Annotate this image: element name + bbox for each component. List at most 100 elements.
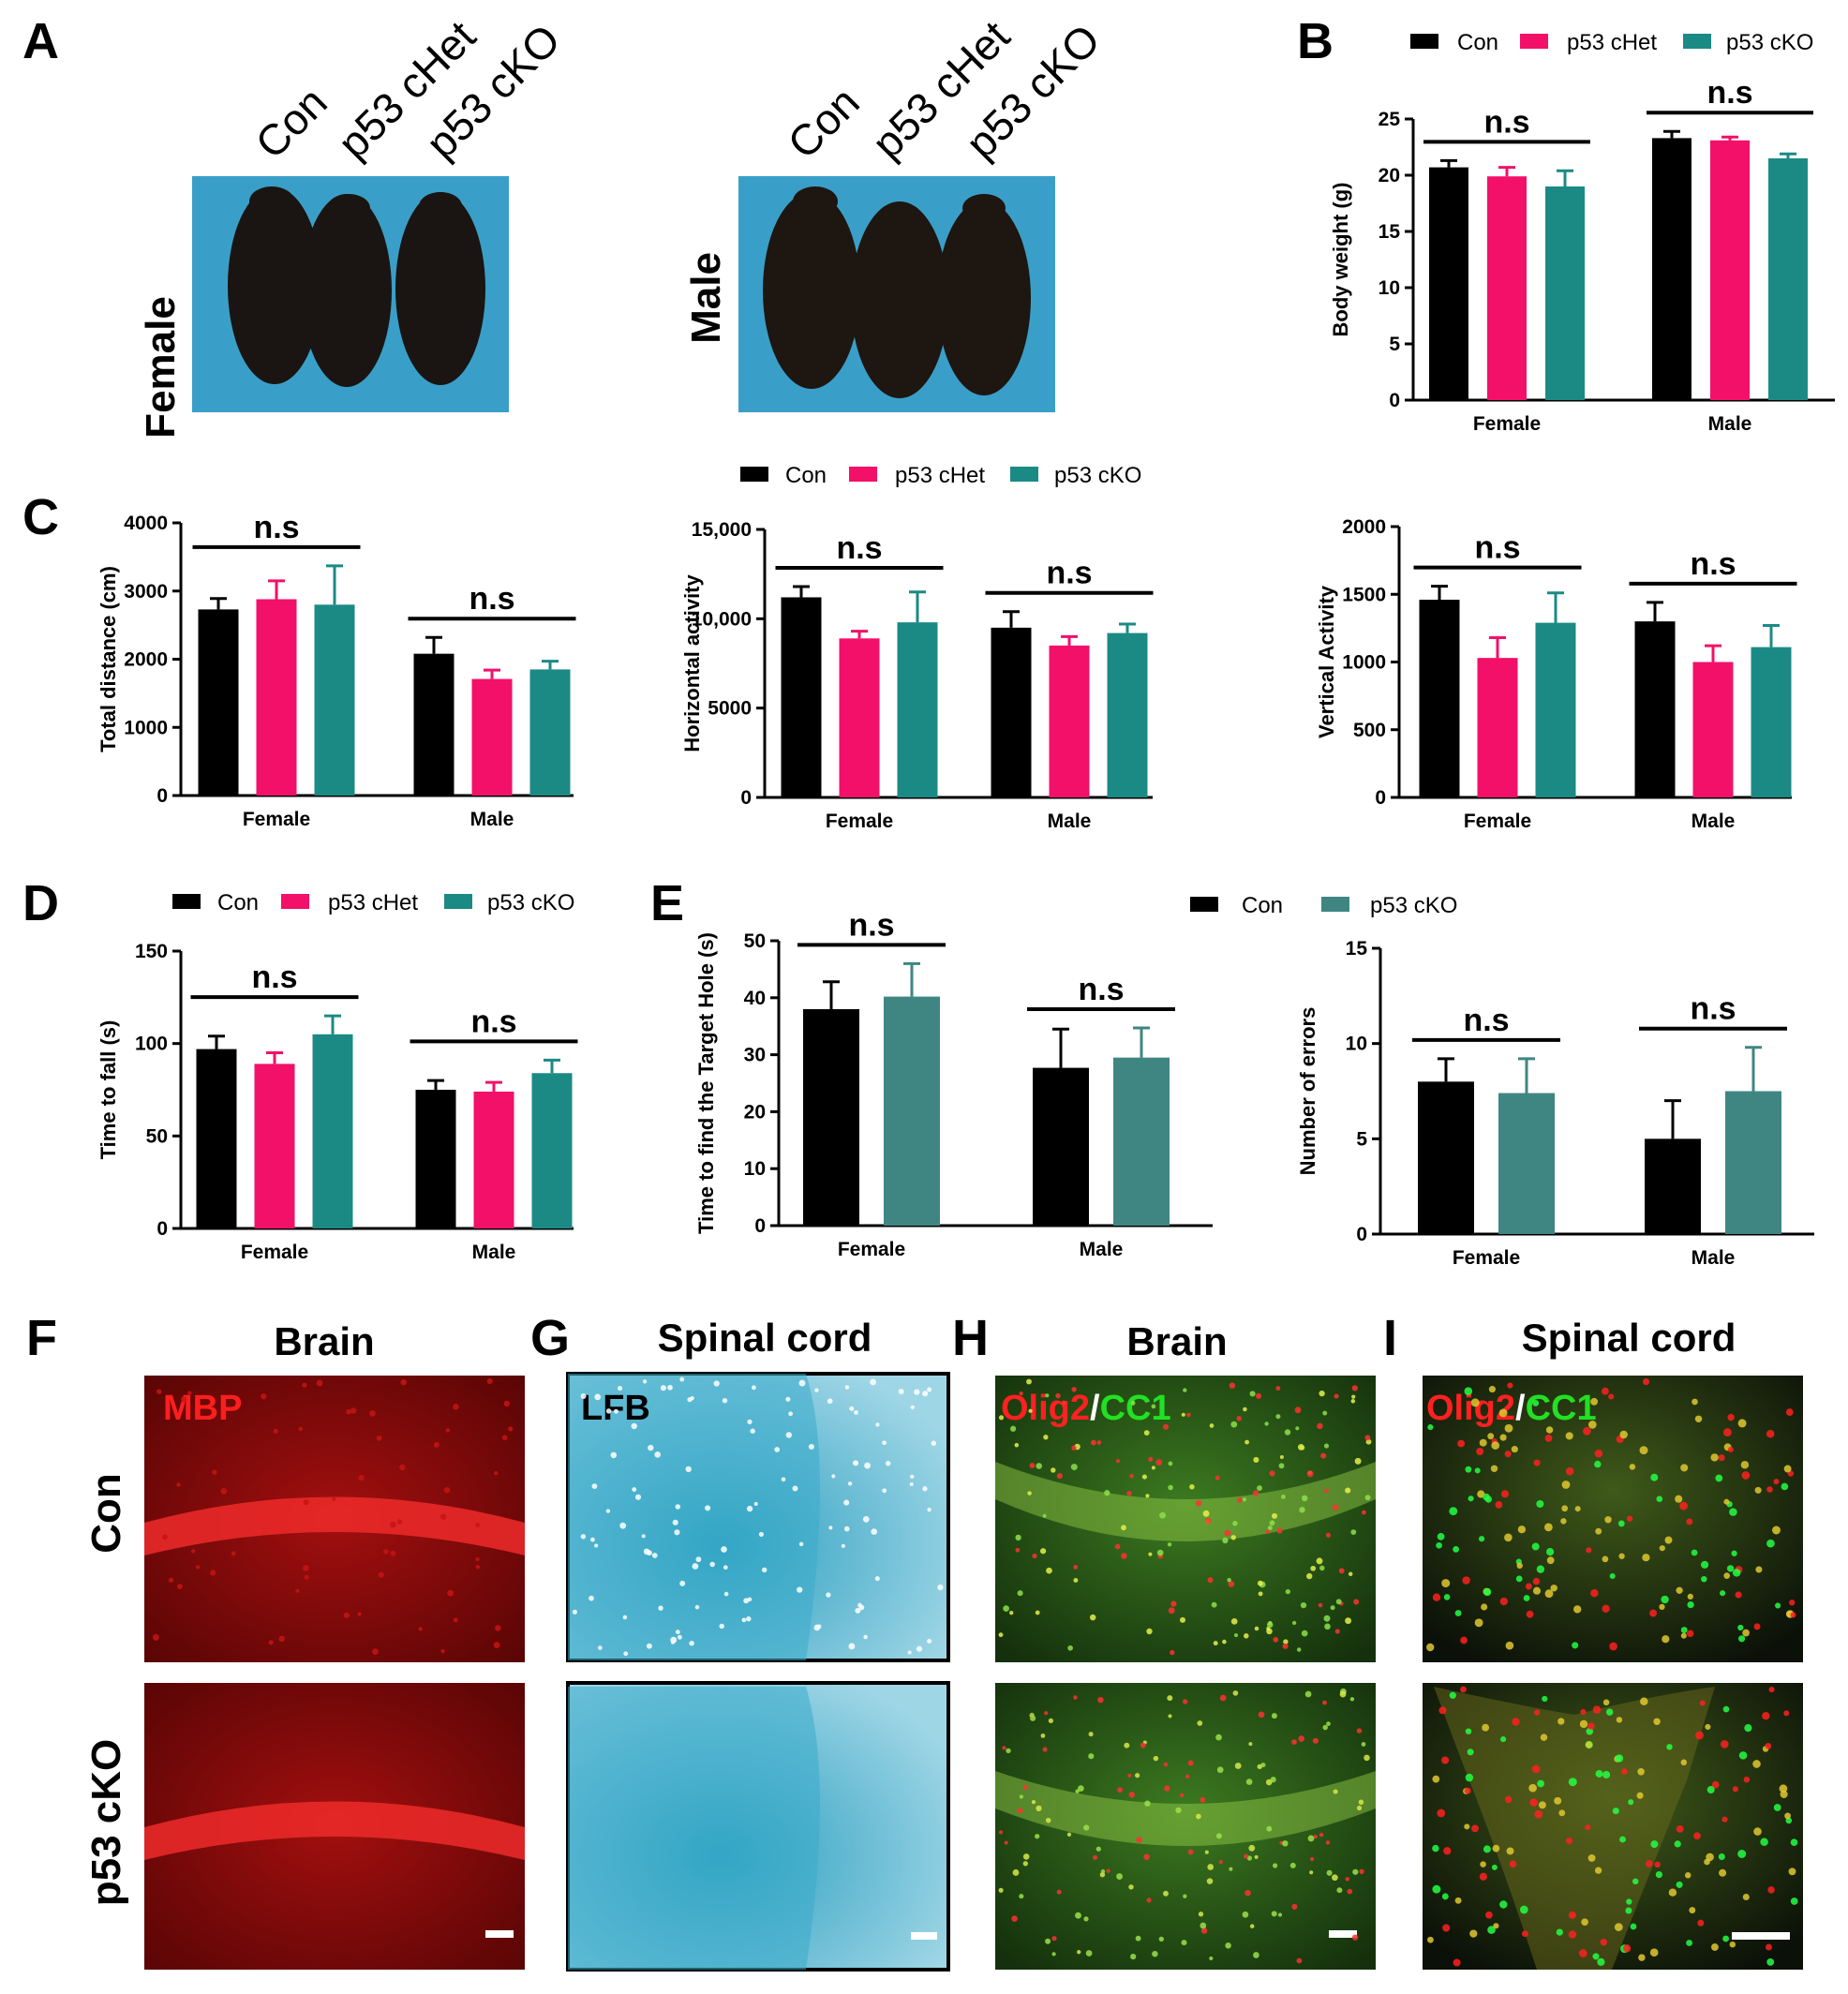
y-axis-label: Time to fall (s)	[97, 1020, 120, 1160]
cell-speckle	[1594, 1450, 1603, 1458]
cell-speckle	[998, 1887, 1004, 1893]
scale-bar	[1329, 1930, 1357, 1938]
cell-speckle	[1073, 1578, 1079, 1583]
cell-speckle	[187, 1391, 192, 1395]
cell-speckle	[927, 1387, 932, 1392]
cell-speckle	[1351, 1385, 1358, 1391]
corpus-callosum-band	[144, 1801, 525, 1860]
y-tick-label: 10	[1379, 277, 1400, 299]
y-axis-label: Number of errors	[1296, 1007, 1319, 1176]
cell-speckle	[372, 1648, 379, 1656]
cell-speckle	[1532, 1577, 1541, 1585]
cell-speckle	[1752, 1760, 1761, 1768]
cell-speckle	[1089, 1614, 1096, 1621]
cell-speckle	[1029, 1463, 1036, 1468]
legend-label-het: p53 cHet	[1567, 30, 1657, 55]
cell-speckle	[1333, 1789, 1338, 1794]
cell-speckle	[453, 1617, 458, 1623]
cell-speckle	[1339, 1690, 1347, 1698]
cell-speckle	[1319, 1565, 1325, 1571]
cell-speckle	[1737, 1624, 1744, 1631]
cell-speckle	[871, 1528, 878, 1535]
cell-speckle	[1338, 1568, 1345, 1574]
scale-bar	[911, 1932, 937, 1940]
cell-speckle	[1785, 1408, 1794, 1417]
cell-speckle	[1350, 1399, 1356, 1404]
cell-speckle	[643, 1548, 650, 1555]
cell-speckle	[1468, 1496, 1474, 1502]
cell-speckle	[1453, 1958, 1461, 1967]
white-matter-band	[995, 1771, 1376, 1846]
panel-label-f: F	[26, 1310, 57, 1366]
cell-speckle	[1694, 1415, 1703, 1423]
cell-speckle	[1620, 1768, 1628, 1775]
cell-speckle	[1676, 1881, 1683, 1888]
cell-speckle	[1790, 1612, 1796, 1618]
cell-speckle	[1352, 1868, 1359, 1875]
cell-speckle	[1775, 1602, 1781, 1609]
cell-speckle	[1244, 1853, 1249, 1859]
legend-swatch-cko	[1010, 467, 1038, 482]
cell-speckle	[1465, 1728, 1472, 1734]
cell-speckle	[1332, 1874, 1338, 1882]
bar	[839, 638, 880, 797]
cell-speckle	[1623, 1944, 1632, 1953]
cell-speckle	[1187, 1849, 1194, 1855]
cell-speckle	[1163, 1423, 1169, 1430]
cell-speckle	[1626, 1898, 1632, 1905]
cell-speckle	[1258, 1711, 1265, 1719]
cell-speckle	[1183, 1388, 1187, 1392]
cell-speckle	[1121, 1525, 1126, 1531]
cell-speckle	[1436, 1541, 1442, 1549]
cell-speckle	[1135, 1773, 1140, 1778]
cell-speckle	[785, 1432, 793, 1438]
cell-speckle	[1469, 1929, 1478, 1938]
cell-speckle	[1244, 1439, 1250, 1445]
cell-speckle	[1012, 1868, 1020, 1876]
cell-speckle	[1531, 1542, 1540, 1551]
cell-speckle	[849, 1406, 855, 1411]
cell-speckle	[303, 1499, 309, 1506]
cell-speckle	[400, 1378, 407, 1386]
cell-speckle	[1483, 1493, 1490, 1501]
cell-speckle	[1249, 1924, 1255, 1928]
cell-speckle	[1186, 1412, 1191, 1418]
cell-speckle	[1619, 1836, 1626, 1843]
cell-speckle	[1650, 1840, 1659, 1849]
cell-speckle	[875, 1422, 880, 1427]
cell-speckle	[1483, 1845, 1491, 1853]
cell-speckle	[486, 1377, 493, 1385]
cell-speckle	[1625, 1907, 1632, 1914]
cell-speckle	[1544, 1435, 1553, 1442]
cell-speckle	[1521, 1930, 1528, 1938]
scale-bar	[485, 1930, 514, 1938]
chart-vertical-activity: 0 500 1000 1500 2000 Vertical Activity n.s Fema…	[1315, 516, 1797, 832]
cell-speckle	[1090, 1439, 1096, 1446]
cell-speckle	[475, 1564, 481, 1570]
cell-speckle	[922, 1486, 928, 1492]
cell-speckle	[1587, 1722, 1595, 1730]
panel-label-b: B	[1297, 13, 1334, 69]
cell-speckle	[1526, 1610, 1534, 1618]
photo-label-con-male: Con	[778, 78, 868, 168]
cell-speckle	[1271, 1512, 1278, 1519]
cell-speckle	[1015, 1547, 1021, 1553]
cell-speckle	[1595, 1527, 1602, 1535]
legend-c: Con p53 cHet p53 cKO	[740, 463, 1141, 488]
cell-speckle	[1602, 1699, 1610, 1706]
cell-speckle	[909, 1481, 914, 1487]
cell-speckle	[641, 1534, 646, 1539]
cell-speckle	[1322, 1724, 1328, 1731]
bar	[312, 1034, 353, 1228]
cell-speckle	[1487, 1926, 1496, 1934]
cell-speckle	[998, 1632, 1004, 1638]
cell-speckle	[1211, 1601, 1217, 1608]
cell-speckle	[210, 1570, 216, 1576]
cell-speckle	[1273, 1863, 1278, 1868]
cell-speckle	[1354, 1457, 1362, 1465]
cell-speckle	[623, 1651, 629, 1657]
cell-speckle	[1481, 1603, 1488, 1611]
legend-label-cko: p53 cKO	[1370, 893, 1457, 918]
cell-speckle	[1735, 1591, 1742, 1599]
cell-speckle	[1565, 1466, 1574, 1476]
